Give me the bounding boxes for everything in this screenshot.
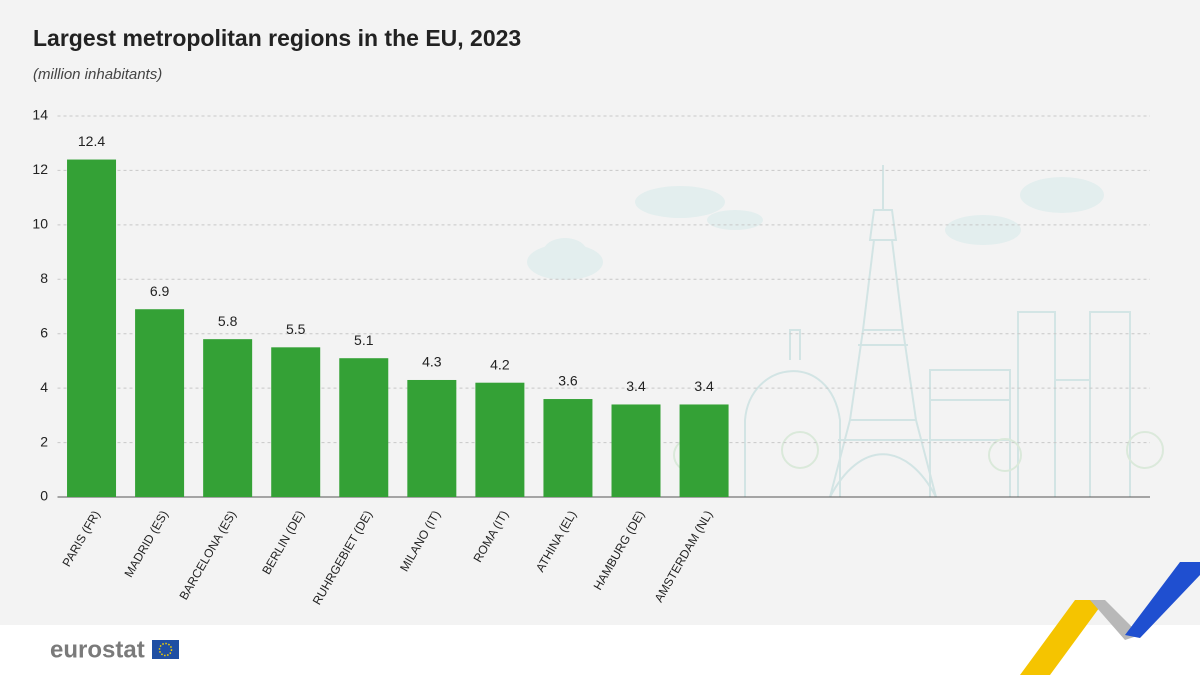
bar xyxy=(67,159,117,498)
y-tick-label: 12 xyxy=(32,161,48,177)
y-tick-label: 8 xyxy=(40,270,48,286)
bar xyxy=(543,399,593,497)
y-tick-label: 6 xyxy=(40,324,48,340)
data-label: 4.2 xyxy=(490,356,510,372)
bar xyxy=(611,404,661,497)
data-label: 4.3 xyxy=(422,354,442,370)
chart-subtitle: (million inhabitants) xyxy=(33,66,162,83)
data-label: 3.4 xyxy=(694,378,714,394)
y-tick-label: 14 xyxy=(32,107,48,123)
data-label: 6.9 xyxy=(150,283,170,299)
ribbon-decoration xyxy=(1020,562,1200,675)
y-tick-label: 10 xyxy=(32,216,48,232)
footer-logo: eurostat xyxy=(50,636,145,663)
y-tick-label: 4 xyxy=(40,379,48,395)
bar xyxy=(407,379,457,497)
eu-flag xyxy=(152,640,179,659)
bar xyxy=(203,339,253,497)
bar xyxy=(679,404,729,497)
data-label: 12.4 xyxy=(78,133,105,149)
y-tick-label: 2 xyxy=(40,433,48,449)
background xyxy=(0,0,1200,625)
bar xyxy=(339,358,389,497)
bar xyxy=(271,347,321,497)
data-label: 5.5 xyxy=(286,321,306,337)
bar xyxy=(475,382,525,497)
skyline-decoration xyxy=(527,165,1164,498)
data-label: 5.1 xyxy=(354,332,374,348)
footer xyxy=(0,625,1200,675)
y-tick-label: 0 xyxy=(40,488,48,504)
data-label: 5.8 xyxy=(218,313,238,329)
bar xyxy=(135,309,185,497)
chart-title: Largest metropolitan regions in the EU, … xyxy=(33,25,521,51)
data-label: 3.4 xyxy=(626,378,646,394)
data-label: 3.6 xyxy=(558,373,578,389)
